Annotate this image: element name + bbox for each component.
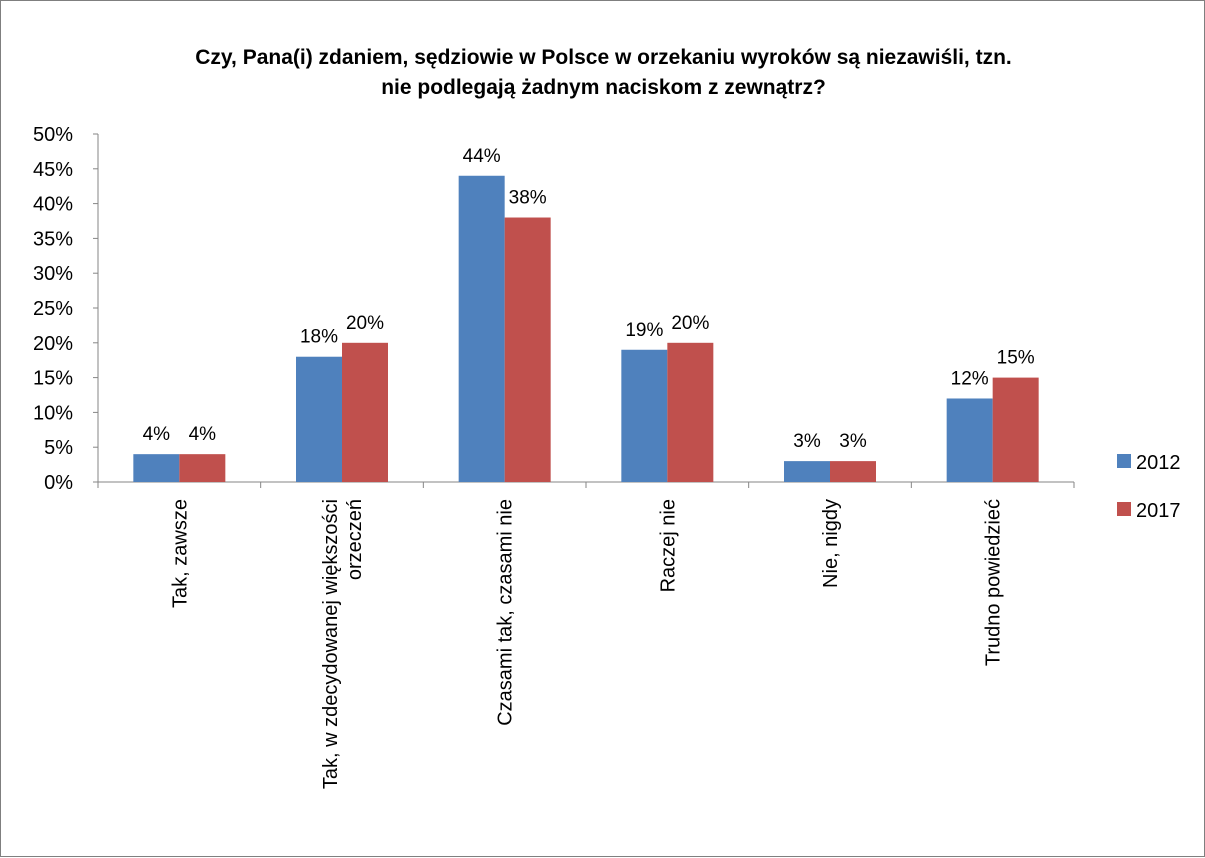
y-tick-label: 40% — [33, 194, 73, 216]
y-tick-label: 15% — [33, 368, 73, 390]
bar-2012 — [946, 398, 993, 482]
legend-swatch-2017 — [1117, 502, 1131, 516]
data-label-2017: 38% — [509, 188, 547, 209]
y-tick-label: 0% — [44, 472, 73, 494]
y-tick-label: 10% — [33, 402, 73, 424]
bar-2017 — [667, 342, 714, 482]
legend-label-2017: 2017 — [1136, 500, 1181, 522]
data-label-2012: 12% — [951, 368, 989, 389]
y-tick-label: 25% — [33, 298, 73, 320]
category-label: Raczej nie — [657, 499, 679, 592]
y-tick-label: 20% — [33, 333, 73, 355]
bar-2017 — [992, 377, 1039, 482]
category-label: Trudno powiedzieć — [983, 499, 1005, 666]
data-label-2012: 3% — [793, 431, 821, 452]
chart-title-line-2: nie podlegają żadnym naciskom z zewnątrz… — [381, 76, 826, 99]
category-label: Czasami tak, czasami nie — [495, 499, 517, 726]
bar-2012 — [784, 461, 830, 482]
y-tick-label: 45% — [33, 159, 73, 181]
bar-2012 — [296, 356, 342, 482]
data-label-2017: 3% — [839, 431, 867, 452]
y-tick-label: 30% — [33, 263, 73, 285]
bar-2017 — [342, 342, 388, 482]
bar-2012 — [133, 454, 180, 482]
chart-title: Czy, Pana(i) zdaniem, sędziowie w Polsce… — [1, 43, 1205, 103]
bar-2012 — [621, 349, 668, 482]
data-label-2017: 20% — [671, 313, 709, 334]
y-tick-label: 35% — [33, 228, 73, 250]
bar-2017 — [504, 217, 551, 482]
y-tick-label: 50% — [33, 124, 73, 146]
data-label-2017: 15% — [997, 348, 1035, 369]
data-label-2012: 44% — [463, 146, 501, 167]
legend-label-2012: 2012 — [1136, 452, 1181, 474]
category-label: Tak, w zdecydowanej większości — [320, 499, 342, 789]
legend-swatch-2012 — [1117, 454, 1131, 468]
data-label-2017: 4% — [189, 424, 217, 445]
bar-2017 — [830, 461, 876, 482]
data-label-2012: 19% — [625, 320, 663, 341]
data-label-2012: 4% — [143, 424, 171, 445]
bar-2017 — [179, 454, 226, 482]
data-label-2017: 20% — [346, 313, 384, 334]
bar-2012 — [458, 175, 505, 482]
data-label-2012: 18% — [300, 327, 338, 348]
category-label: Nie, nigdy — [820, 499, 842, 588]
y-tick-label: 5% — [44, 437, 73, 459]
chart-title-line-1: Czy, Pana(i) zdaniem, sędziowie w Polsce… — [195, 46, 1012, 69]
category-label: orzeczeń — [344, 499, 366, 580]
category-label: Tak, zawsze — [169, 499, 191, 608]
